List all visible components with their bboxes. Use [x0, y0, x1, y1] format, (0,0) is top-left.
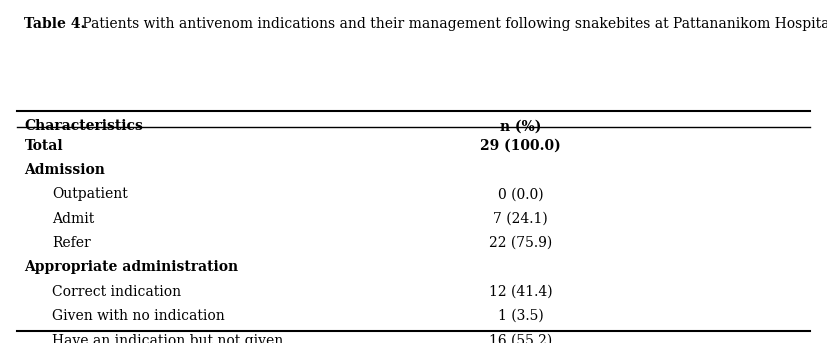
Text: Table 4.: Table 4. — [25, 17, 86, 31]
Text: Have an indication but not given: Have an indication but not given — [52, 333, 284, 343]
Text: Admission: Admission — [25, 163, 105, 177]
Text: 1 (3.5): 1 (3.5) — [498, 309, 543, 323]
Text: Admit: Admit — [52, 212, 94, 226]
Text: 0 (0.0): 0 (0.0) — [498, 187, 543, 201]
Text: 7 (24.1): 7 (24.1) — [493, 212, 548, 226]
Text: Appropriate administration: Appropriate administration — [25, 260, 239, 274]
Text: 16 (55.2): 16 (55.2) — [489, 333, 552, 343]
Text: 29 (100.0): 29 (100.0) — [480, 139, 561, 153]
Text: n (%): n (%) — [500, 119, 542, 133]
Text: Correct indication: Correct indication — [52, 285, 181, 299]
Text: Refer: Refer — [52, 236, 91, 250]
Text: Outpatient: Outpatient — [52, 187, 128, 201]
Text: 12 (41.4): 12 (41.4) — [489, 285, 552, 299]
Text: 22 (75.9): 22 (75.9) — [489, 236, 552, 250]
Text: Characteristics: Characteristics — [25, 119, 143, 133]
Text: Given with no indication: Given with no indication — [52, 309, 225, 323]
Text: Total: Total — [25, 139, 63, 153]
Text: Patients with antivenom indications and their management following snakebites at: Patients with antivenom indications and … — [79, 17, 827, 31]
